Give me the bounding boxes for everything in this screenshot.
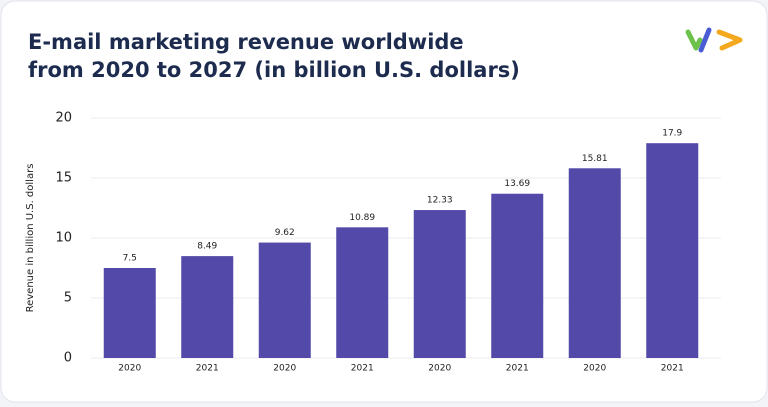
bar: [103, 268, 156, 358]
chart-title: from 2020 to 2027 (in billion U.S. dolla…: [28, 58, 520, 82]
x-tick-label: 2020: [273, 364, 296, 374]
x-tick-label: 2021: [196, 364, 219, 374]
value-label: 15.81: [582, 154, 608, 164]
value-label: 8.49: [197, 242, 217, 252]
y-tick-label: 20: [55, 111, 72, 126]
logo: [685, 27, 743, 53]
bar: [258, 242, 311, 358]
bar: [491, 193, 544, 358]
bar: [568, 168, 621, 358]
value-label: 9.62: [275, 228, 295, 238]
y-axis-label: Revenue in billion U.S. dollars: [25, 164, 36, 313]
y-tick-label: 0: [64, 351, 72, 366]
y-tick-label: 10: [55, 231, 72, 246]
value-label: 17.9: [662, 129, 682, 139]
x-tick-label: 2021: [506, 364, 529, 374]
value-label: 10.89: [349, 213, 375, 223]
bar: [336, 227, 389, 358]
bar: [181, 256, 234, 358]
x-tick-label: 2021: [351, 364, 374, 374]
x-tick-label: 2020: [583, 364, 606, 374]
value-label: 12.33: [427, 196, 453, 206]
x-tick-label: 2021: [661, 364, 684, 374]
y-tick-label: 5: [64, 291, 72, 306]
logo-green: [685, 29, 703, 51]
x-tick-label: 2020: [428, 364, 451, 374]
logo-blue: [698, 27, 712, 53]
x-tick-label: 2020: [118, 364, 141, 374]
y-tick-label: 15: [55, 171, 72, 186]
bar: [413, 210, 466, 358]
logo-orange: [716, 29, 743, 51]
value-label: 7.5: [123, 254, 137, 264]
value-label: 13.69: [504, 179, 530, 189]
bar: [646, 143, 699, 358]
chart-title: E-mail marketing revenue worldwide: [28, 30, 464, 54]
